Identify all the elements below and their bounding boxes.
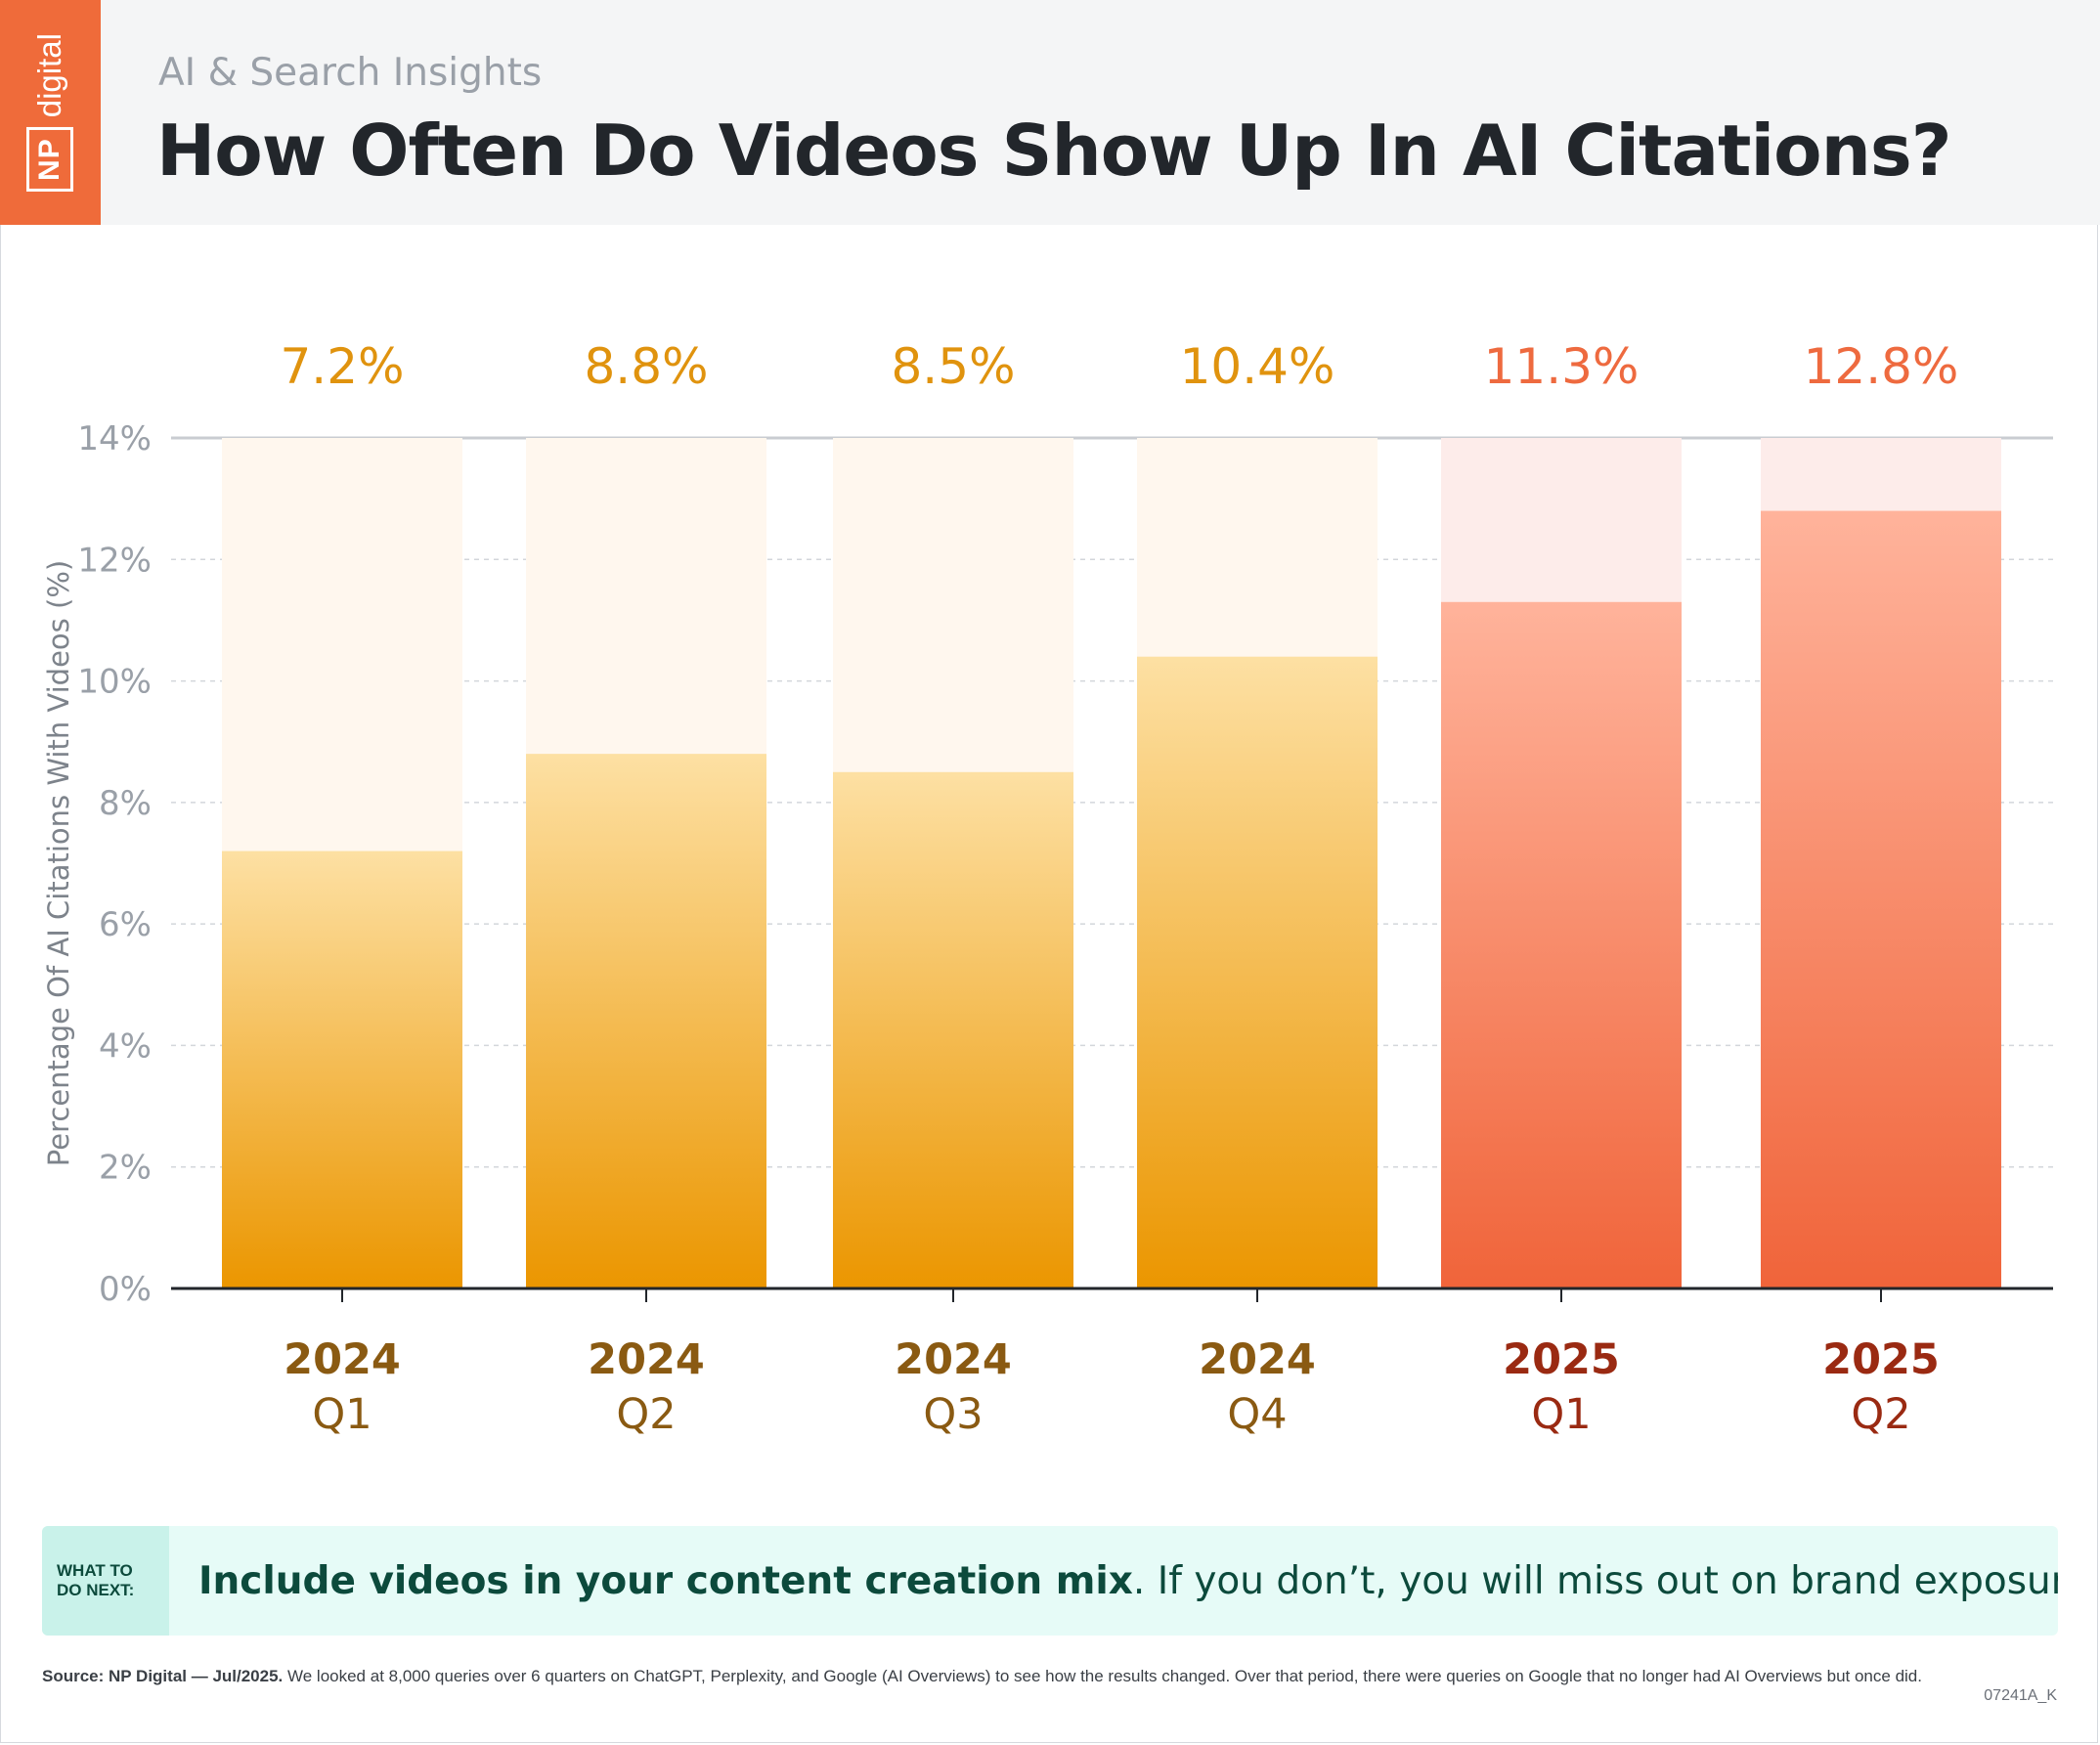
bar (222, 851, 462, 1288)
header: NP digital AI & Search Insights How Ofte… (0, 0, 2100, 225)
y-tick-label: 0% (99, 1270, 152, 1309)
cta-label-box: WHAT TO DO NEXT: (42, 1526, 169, 1636)
page-subtitle: AI & Search Insights (158, 51, 543, 95)
footer-code: 07241A_K (1984, 1687, 2057, 1704)
bar-value-label: 11.3% (1484, 338, 1640, 395)
x-tick-label-quarter: Q2 (616, 1390, 676, 1439)
y-tick-label: 14% (77, 419, 152, 458)
x-tick-label-year: 2024 (1199, 1335, 1316, 1384)
source-label: Source: NP Digital — Jul/2025. (42, 1667, 284, 1685)
x-tick-label-quarter: Q4 (1227, 1390, 1287, 1439)
y-tick-label: 8% (99, 784, 152, 823)
y-tick-label: 2% (99, 1149, 152, 1188)
source-description: We looked at 8,000 queries over 6 quarte… (283, 1667, 1922, 1685)
logo-digital: digital (31, 33, 67, 118)
y-tick-label: 6% (99, 905, 152, 944)
page-title: How Often Do Videos Show Up In AI Citati… (156, 109, 1951, 192)
logo-np: NP (26, 127, 73, 192)
y-tick-label: 10% (77, 663, 152, 702)
bar (1441, 601, 1682, 1288)
x-tick-label-year: 2024 (588, 1335, 705, 1384)
x-tick-label-quarter: Q3 (923, 1390, 983, 1439)
y-axis-title: Percentage Of AI Citations With Videos (… (42, 560, 75, 1166)
bar (1137, 656, 1378, 1288)
x-tick-label-quarter: Q2 (1851, 1390, 1910, 1439)
bar-value-label: 8.8% (584, 338, 708, 395)
bar (1761, 510, 2001, 1288)
bar-value-label: 7.2% (280, 338, 404, 395)
y-tick-label: 12% (77, 541, 152, 580)
source-note: Source: NP Digital — Jul/2025. We looked… (42, 1666, 1958, 1686)
bar-value-label: 8.5% (891, 338, 1015, 395)
x-tick-label-year: 2024 (284, 1335, 401, 1384)
bar-value-label: 12.8% (1804, 338, 1959, 395)
y-tick-label: 4% (99, 1026, 152, 1066)
x-tick-label-year: 2025 (1503, 1335, 1620, 1384)
x-tick-label-year: 2025 (1822, 1335, 1940, 1384)
what-to-do-next-callout: WHAT TO DO NEXT: Include videos in your … (42, 1526, 2058, 1636)
logo-text: NP digital (26, 33, 73, 192)
bar-chart: 0% 2% 4% 6% 8% 10% 12% 14% Percentage Of AI Cita… (42, 338, 2053, 1439)
x-tick-label-quarter: Q1 (312, 1390, 372, 1439)
x-tick-label-year: 2024 (895, 1335, 1012, 1384)
bar (833, 771, 1073, 1288)
np-digital-logo: NP digital (0, 0, 101, 225)
bar (526, 754, 766, 1288)
cta-strong-text: Include videos in your content creation … (198, 1558, 1133, 1603)
x-tick-label-quarter: Q1 (1531, 1390, 1591, 1439)
bar-value-label: 10.4% (1180, 338, 1335, 395)
cta-rest-text: . If you don’t, you will miss out on bra… (1132, 1558, 2058, 1603)
cta-text: Include videos in your content creation … (198, 1526, 2058, 1636)
cta-label: WHAT TO DO NEXT: (57, 1561, 135, 1599)
